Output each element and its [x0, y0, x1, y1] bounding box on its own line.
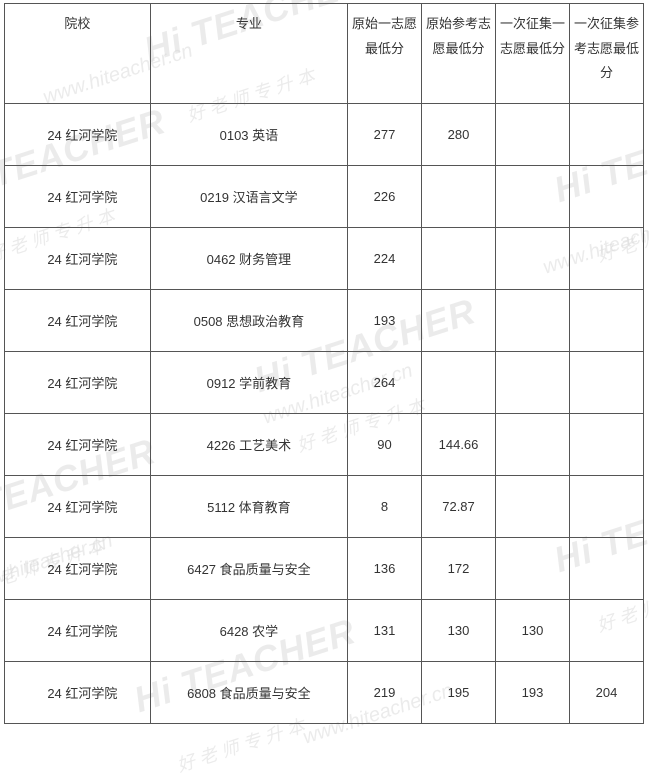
cell-c4 — [569, 166, 643, 228]
cell-c2 — [422, 166, 496, 228]
cell-c2 — [422, 290, 496, 352]
col-header-school: 院校 — [5, 4, 151, 104]
cell-c2 — [422, 352, 496, 414]
cell-c1: 277 — [348, 104, 422, 166]
table-row: 24 红河学院6428 农学131130130 — [5, 600, 644, 662]
table-row: 24 红河学院0462 财务管理224 — [5, 228, 644, 290]
table-header-row: 院校 专业 原始一志愿最低分 原始参考志愿最低分 一次征集一志愿最低分 一次征集… — [5, 4, 644, 104]
table-row: 24 红河学院6808 食品质量与安全219195193204 — [5, 662, 644, 724]
cell-major: 5112 体育教育 — [150, 476, 347, 538]
cell-major: 0912 学前教育 — [150, 352, 347, 414]
cell-c1: 131 — [348, 600, 422, 662]
table-row: 24 红河学院0508 思想政治教育193 — [5, 290, 644, 352]
table-row: 24 红河学院6427 食品质量与安全136172 — [5, 538, 644, 600]
cell-c1: 136 — [348, 538, 422, 600]
col-header-c2: 原始参考志愿最低分 — [422, 4, 496, 104]
cell-c1: 90 — [348, 414, 422, 476]
cell-c4 — [569, 352, 643, 414]
cell-c4: 204 — [569, 662, 643, 724]
cell-school: 24 红河学院 — [5, 476, 151, 538]
cell-c2: 72.87 — [422, 476, 496, 538]
cell-c4 — [569, 414, 643, 476]
cell-c3 — [496, 538, 570, 600]
col-header-c4: 一次征集参考志愿最低分 — [569, 4, 643, 104]
cell-c4 — [569, 600, 643, 662]
table-row: 24 红河学院5112 体育教育872.87 — [5, 476, 644, 538]
cell-major: 6427 食品质量与安全 — [150, 538, 347, 600]
cell-c4 — [569, 290, 643, 352]
cell-c3 — [496, 290, 570, 352]
cell-c2: 144.66 — [422, 414, 496, 476]
table-row: 24 红河学院0103 英语277280 — [5, 104, 644, 166]
cell-school: 24 红河学院 — [5, 414, 151, 476]
cell-c1: 224 — [348, 228, 422, 290]
table-row: 24 红河学院0912 学前教育264 — [5, 352, 644, 414]
cell-c4 — [569, 104, 643, 166]
cell-c2: 130 — [422, 600, 496, 662]
cell-c3 — [496, 104, 570, 166]
cell-c1: 226 — [348, 166, 422, 228]
cell-c2: 280 — [422, 104, 496, 166]
cell-major: 0103 英语 — [150, 104, 347, 166]
cell-school: 24 红河学院 — [5, 352, 151, 414]
cell-school: 24 红河学院 — [5, 538, 151, 600]
cell-c3 — [496, 228, 570, 290]
cell-c1: 193 — [348, 290, 422, 352]
cell-school: 24 红河学院 — [5, 600, 151, 662]
cell-c4 — [569, 476, 643, 538]
cell-major: 4226 工艺美术 — [150, 414, 347, 476]
cell-major: 6428 农学 — [150, 600, 347, 662]
cell-c4 — [569, 538, 643, 600]
cell-c3: 193 — [496, 662, 570, 724]
cell-c1: 8 — [348, 476, 422, 538]
cell-c2: 195 — [422, 662, 496, 724]
col-header-c3: 一次征集一志愿最低分 — [496, 4, 570, 104]
cell-school: 24 红河学院 — [5, 166, 151, 228]
cell-major: 0219 汉语言文学 — [150, 166, 347, 228]
cell-school: 24 红河学院 — [5, 228, 151, 290]
cell-c3 — [496, 166, 570, 228]
table-body: 24 红河学院0103 英语27728024 红河学院0219 汉语言文学226… — [5, 104, 644, 724]
cell-c1: 264 — [348, 352, 422, 414]
cell-school: 24 红河学院 — [5, 290, 151, 352]
cell-c3: 130 — [496, 600, 570, 662]
col-header-major: 专业 — [150, 4, 347, 104]
cell-c3 — [496, 476, 570, 538]
cell-c3 — [496, 352, 570, 414]
cell-c2 — [422, 228, 496, 290]
table-row: 24 红河学院4226 工艺美术90144.66 — [5, 414, 644, 476]
cell-c2: 172 — [422, 538, 496, 600]
table-row: 24 红河学院0219 汉语言文学226 — [5, 166, 644, 228]
cell-major: 0508 思想政治教育 — [150, 290, 347, 352]
score-table: 院校 专业 原始一志愿最低分 原始参考志愿最低分 一次征集一志愿最低分 一次征集… — [4, 3, 644, 724]
cell-school: 24 红河学院 — [5, 662, 151, 724]
cell-school: 24 红河学院 — [5, 104, 151, 166]
cell-c3 — [496, 414, 570, 476]
col-header-c1: 原始一志愿最低分 — [348, 4, 422, 104]
cell-major: 6808 食品质量与安全 — [150, 662, 347, 724]
cell-c4 — [569, 228, 643, 290]
cell-major: 0462 财务管理 — [150, 228, 347, 290]
cell-c1: 219 — [348, 662, 422, 724]
